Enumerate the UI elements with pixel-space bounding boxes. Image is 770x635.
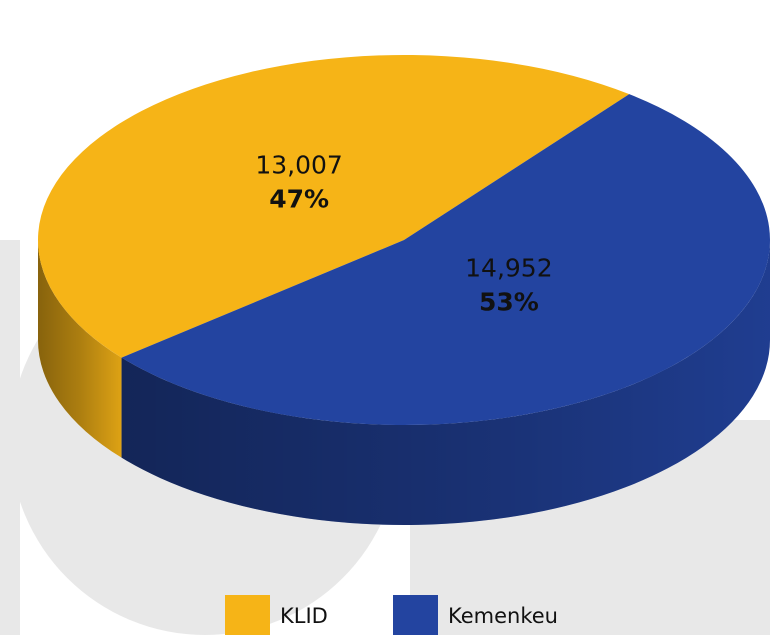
slice <box>38 54 630 358</box>
pie <box>38 54 770 525</box>
value-label: 14,952 <box>465 254 552 283</box>
value-label: 13,007 <box>255 150 342 179</box>
percent-label: 53% <box>479 288 539 317</box>
slice-side-shade <box>121 240 770 525</box>
slice <box>121 94 770 425</box>
slice-side-shade <box>38 240 122 458</box>
labels: 13,007 47% 14,952 53% <box>255 150 552 316</box>
legend-label: Kemenkeu <box>448 604 558 628</box>
legend-swatch <box>393 595 438 635</box>
percent-label: 47% <box>269 184 329 213</box>
legend-label: KLID <box>280 604 328 628</box>
legend-swatch <box>225 595 270 635</box>
legend: KLID Kemenkeu <box>225 595 558 635</box>
